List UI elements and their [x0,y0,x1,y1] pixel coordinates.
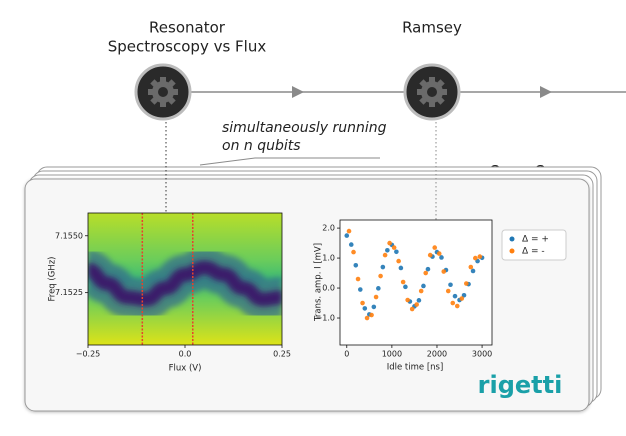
x-tick-label: 0 [344,350,349,359]
node-icon [134,63,192,121]
data-point [373,294,379,300]
data-point [376,286,381,291]
data-point [425,266,431,272]
node-icon [403,63,461,121]
data-point [427,252,433,258]
data-point [360,300,365,306]
brand-logo: rigetti [478,371,563,399]
y-tick-label: 7.1550 [55,231,83,240]
plot-frame [339,219,493,346]
data-point [439,255,444,260]
data-point [418,288,424,294]
data-point [459,296,465,301]
data-point [468,264,474,270]
arrow-head [292,86,304,98]
data-point [400,279,406,285]
x-tick-label: 1000 [382,350,402,359]
data-point [344,233,350,238]
data-point [355,276,361,282]
x-axis-label: Idle time [ns] [387,363,444,373]
data-point [436,251,442,256]
data-point [452,293,458,299]
arrow-head [540,86,552,98]
data-point [348,242,354,247]
data-point [450,300,456,306]
data-point [346,228,352,234]
data-point [385,247,390,253]
data-point [423,270,428,276]
data-point [351,249,356,255]
node-label: Resonator [149,19,226,37]
data-point [477,254,483,259]
y-tick-label: −1.0 [316,314,335,323]
y-tick-label: 0.0 [322,284,335,293]
node-label: Ramsey [402,19,462,37]
data-point [396,258,401,264]
y-tick-label: 2.0 [322,224,335,233]
legend-marker [509,236,515,242]
x-tick-label: 3000 [472,350,492,359]
data-point [470,268,476,274]
data-point [369,312,374,318]
data-point [432,245,438,250]
data-point [405,297,410,303]
x-tick-label: 0.25 [273,350,291,359]
x-axis-label: Flux (V) [169,364,202,374]
annotation-pointer [199,157,380,166]
data-point [380,264,386,270]
data-point [364,315,370,321]
legend-box [501,229,567,261]
annotation: on n qubits [222,138,301,154]
data-point [378,273,383,279]
plot-area [88,213,282,345]
data-point [371,304,377,310]
data-point [461,292,467,298]
x-tick-label: 0.0 [179,350,192,359]
data-point [473,255,478,261]
legend-marker [509,248,515,254]
data-point [391,245,397,250]
resonance-band [88,260,282,307]
x-tick-label: −0.25 [76,350,101,359]
legend-label: Δ = - [522,247,545,257]
y-tick-label: 7.1525 [55,288,83,297]
y-tick-label: 1.0 [322,254,335,263]
data-point [353,262,359,268]
data-point [421,283,426,289]
data-point [448,282,453,288]
data-point [409,306,415,312]
data-point [387,240,392,246]
y-axis-label: Freq (GHz) [48,257,58,302]
data-point [416,298,422,303]
data-point [357,287,363,292]
data-point [414,302,419,307]
data-point [382,252,388,258]
data-point [362,306,368,311]
data-point [403,284,408,290]
plot-area [340,220,492,345]
data-point [394,249,399,255]
node-label: Spectroscopy vs Flux [108,38,267,56]
annotation: simultaneously running [222,120,387,136]
legend-label: Δ = + [522,235,549,245]
y-axis-label: Trans. amp. I [mV] [314,243,324,322]
x-tick-label: 2000 [427,350,447,359]
data-point [445,288,451,294]
data-point [441,269,447,274]
data-point [398,265,404,271]
data-point [454,303,460,309]
data-point [463,281,469,286]
